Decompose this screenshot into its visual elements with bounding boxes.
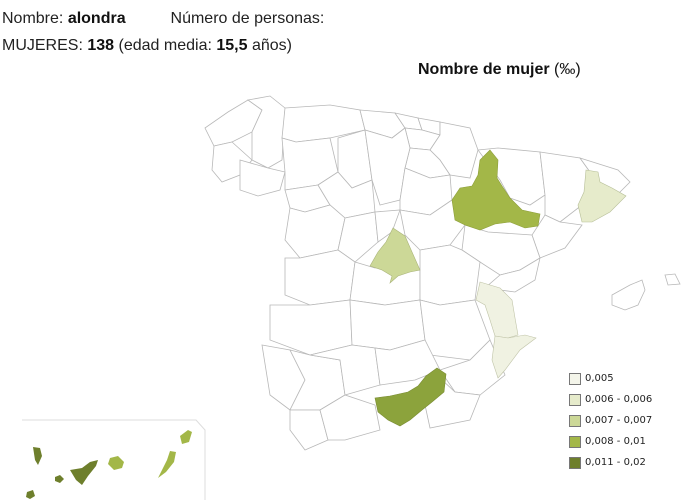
age-open: (edad media: [118,37,212,54]
balearic-islands [611,273,681,311]
legend-item: 0,011 - 0,02 [569,452,652,473]
name-value: alondra [67,10,126,27]
map-title-text: Nombre de mujer [418,61,550,78]
island-la-palma[interactable] [33,447,42,465]
island-la-gomera[interactable] [55,475,64,483]
island-mallorca[interactable] [611,279,646,311]
province-alicante[interactable] [491,334,537,379]
legend-item: 0,006 - 0,006 [569,389,652,410]
legend-swatch [569,372,581,385]
province-madrid[interactable] [369,227,421,284]
women-count: 138 [87,37,115,54]
province-avila[interactable] [337,211,379,263]
legend-label: 0,006 - 0,006 [585,394,653,405]
map-title: Nombre de mujer (‰) [418,61,581,79]
legend-swatch [569,456,581,469]
island-el-hierro[interactable] [26,490,35,499]
map-legend: 0,005 0,006 - 0,006 0,007 - 0,007 0,008 … [569,368,652,473]
province-malaga[interactable] [319,394,381,441]
legend-item: 0,005 [569,368,652,389]
legend-label: 0,008 - 0,01 [585,436,646,447]
island-gran-canaria[interactable] [108,456,124,470]
island-menorca[interactable] [664,273,681,286]
province-ciudad-real[interactable] [349,299,426,351]
province-zaragoza[interactable] [451,149,541,231]
legend-item: 0,008 - 0,01 [569,431,652,452]
name-info: Nombre: alondra Número de personas: MUJE… [2,5,324,59]
legend-swatch [569,435,581,448]
province-ourense[interactable] [239,159,286,197]
legend-swatch [569,414,581,427]
legend-swatch [569,393,581,406]
name-label: Nombre: [2,10,64,27]
legend-label: 0,005 [585,373,614,384]
province-granada[interactable] [374,367,447,427]
name-line: Nombre: alondra Número de personas: [2,5,324,32]
women-line: MUJERES: 138 (edad media: 15,5 años) [2,32,324,59]
legend-label: 0,007 - 0,007 [585,415,653,426]
province-cadiz[interactable] [289,409,329,451]
legend-label: 0,011 - 0,02 [585,457,646,468]
province-barcelona[interactable] [577,169,627,223]
count-label: Número de personas: [170,10,325,27]
province-caceres[interactable] [284,249,356,306]
age-close: años) [251,37,292,54]
island-tenerife[interactable] [70,460,98,485]
island-fuerteventura[interactable] [158,451,176,478]
age-value: 15,5 [216,37,248,54]
province-guadalajara[interactable] [399,199,466,251]
legend-item: 0,007 - 0,007 [569,410,652,431]
canary-islands-inset [22,419,206,500]
women-label: MUJERES: [2,37,83,54]
island-lanzarote[interactable] [180,430,192,444]
province-tarragona[interactable] [531,214,583,259]
province-badajoz[interactable] [269,299,353,356]
map-title-unit: (‰) [554,61,581,78]
